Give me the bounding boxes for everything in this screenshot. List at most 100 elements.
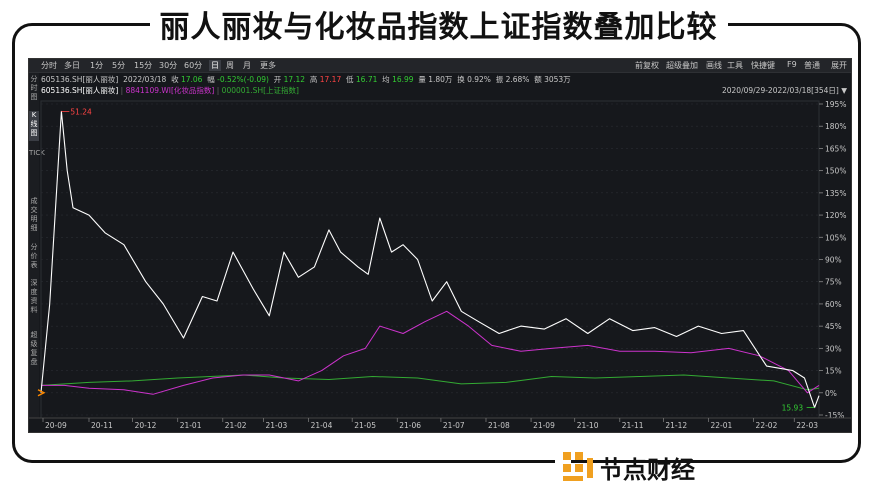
legend-item-sse: 000001.SH[上证指数] (221, 86, 299, 95)
sidebar-item-kline[interactable]: K线图 (29, 111, 39, 141)
shortcut-button[interactable]: 快捷键 (751, 61, 775, 70)
sidebar-item-tick[interactable]: TICK (29, 149, 45, 157)
x-tick-label: 21-12 (665, 421, 687, 430)
x-tick-label: 21-08 (488, 421, 510, 430)
chart-window: 分时 多日 1分 5分 15分 30分 60分 日 周 月 更多 前复权 超级叠… (28, 58, 852, 433)
x-tick-label: 21-11 (622, 421, 644, 430)
draw-button[interactable]: 画线 (706, 61, 722, 70)
turnover-value: 0.92% (467, 75, 491, 84)
adjust-button[interactable]: 前复权 (635, 61, 659, 70)
high-value: 17.17 (319, 75, 342, 84)
tab-month[interactable]: 月 (243, 61, 251, 70)
vol-value: 1.80万 (428, 75, 453, 84)
x-tick-label: 21-09 (533, 421, 555, 430)
stock-line (40, 110, 820, 409)
sidebar-item-price-table[interactable]: 分价表 (30, 243, 38, 269)
grid-lines (40, 100, 820, 419)
y-tick-label: 120% (825, 211, 846, 220)
period-toolbar: 分时 多日 1分 5分 15分 30分 60分 日 周 月 更多 前复权 超级叠… (29, 59, 851, 73)
x-tick-label: 21-01 (180, 421, 202, 430)
mode-button[interactable]: 普通 (804, 61, 820, 70)
legend-item-stock: 605136.SH[丽人丽妆] (41, 86, 119, 95)
y-tick-label: 135% (825, 189, 846, 198)
y-tick-label: -15% (825, 411, 844, 420)
tab-duori[interactable]: 多日 (64, 61, 80, 70)
tab-5min[interactable]: 5分 (112, 61, 126, 70)
tab-more[interactable]: 更多 (260, 61, 276, 70)
y-tick-label: 195% (825, 100, 846, 109)
stock-code: 605136.SH[丽人丽妆] (41, 75, 119, 84)
date-range[interactable]: 2020/09/29-2022/03/18[354日] ▼ (722, 85, 847, 96)
brand-mark-icon (563, 452, 593, 481)
sse-index-line (40, 374, 820, 391)
open-value: 17.12 (283, 75, 306, 84)
page-title: 丽人丽妆与化妆品指数上证指数叠加比较 (149, 2, 728, 46)
legend-item-cosmetics: 8841109.WI[化妆品指数] (125, 86, 215, 95)
tab-15min[interactable]: 15分 (134, 61, 153, 70)
amount-label: 额 (534, 75, 542, 84)
quote-info-bar: 605136.SH[丽人丽妆] 2022/03/18 收 17.06 幅 -0.… (41, 74, 571, 85)
sidebar-item-detail[interactable]: 成交明细 (30, 197, 38, 232)
change-value: -0.52%(-0.09) (217, 75, 269, 84)
overlay-button[interactable]: 超级叠加 (666, 61, 698, 70)
y-tick-label: 30% (825, 344, 842, 353)
x-tick-label: 21-07 (443, 421, 465, 430)
y-tick-label: 0% (825, 389, 837, 398)
x-tick-label: 21-04 (311, 421, 333, 430)
tab-week[interactable]: 周 (226, 61, 234, 70)
vol-label: 量 (418, 75, 426, 84)
avg-value: 16.99 (392, 75, 414, 84)
avg-label: 均 (382, 75, 390, 84)
brand-name: 节点财经 (599, 456, 695, 484)
caret-down-icon: ▼ (841, 86, 847, 95)
annotations: 51.24 15.93 (37, 107, 815, 413)
x-tick-label: 20-09 (45, 421, 67, 430)
y-tick-label: 105% (825, 233, 846, 242)
high-label: 高 (309, 75, 318, 84)
tab-fenshi[interactable]: 分时 (41, 61, 57, 70)
x-tick-label: 22-01 (710, 421, 732, 430)
change-label: 幅 (207, 75, 215, 84)
max-label: 51.24 (70, 107, 92, 116)
quote-date: 2022/03/18 (123, 75, 167, 84)
start-marker (37, 389, 46, 397)
tab-1min[interactable]: 1分 (90, 61, 104, 70)
brand-logo: 节点财经 (555, 446, 695, 484)
cosmetics-index-line (41, 310, 820, 395)
y-tick-label: 165% (825, 144, 846, 153)
tab-day[interactable]: 日 (209, 60, 221, 71)
sidebar-item-deep-data[interactable]: 深度资料 (30, 279, 38, 314)
overlay-chart: 195% 180% 165% 150% 135% 120% 105% 90% 75% 60% 45%… (29, 100, 851, 430)
close-label: 收 (171, 75, 179, 84)
x-axis-ticks: 20-09 20-11 20-12 21-01 21-02 21-03 21-04 21-05… (29, 417, 851, 430)
tab-60min[interactable]: 60分 (184, 61, 203, 70)
turnover-label: 换 (457, 75, 465, 84)
y-tick-label: 45% (825, 322, 842, 331)
view-sidebar: 分时图 K线图 TICK 成交明细 分价表 深度资料 超级复盘 (29, 73, 45, 418)
amp-value: 2.68% (505, 75, 530, 84)
y-tick-label: 60% (825, 300, 842, 309)
y-tick-label: 90% (825, 256, 842, 265)
x-tick-label: 20-11 (91, 421, 113, 430)
low-label: 低 (346, 75, 354, 84)
expand-button[interactable]: 展开 (831, 61, 847, 70)
y-tick-label: 75% (825, 278, 842, 287)
date-range-text: 2020/09/29-2022/03/18[354日] (721, 86, 839, 95)
y-tick-label: 150% (825, 167, 846, 176)
sidebar-item-replay[interactable]: 超级复盘 (30, 331, 38, 366)
tools-button[interactable]: 工具 (727, 61, 743, 70)
low-value: 16.71 (355, 75, 378, 84)
y-axis-ticks: 195% 180% 165% 150% 135% 120% 105% 90% 75% 60% 45%… (819, 100, 846, 420)
tab-30min[interactable]: 30分 (159, 61, 178, 70)
legend-bar: 605136.SH[丽人丽妆] | 8841109.WI[化妆品指数] | 00… (41, 86, 299, 95)
x-tick-label: 21-10 (577, 421, 599, 430)
amp-label: 振 (495, 75, 504, 84)
y-tick-label: 15% (825, 367, 842, 376)
open-label: 开 (273, 75, 282, 84)
f9-button[interactable]: F9 (787, 60, 797, 69)
sidebar-item-fenshi[interactable]: 分时图 (30, 75, 38, 101)
amount-value: 3053万 (544, 75, 571, 84)
x-tick-label: 21-03 (265, 421, 287, 430)
x-tick-label: 21-05 (354, 421, 376, 430)
x-tick-label: 21-06 (399, 421, 421, 430)
